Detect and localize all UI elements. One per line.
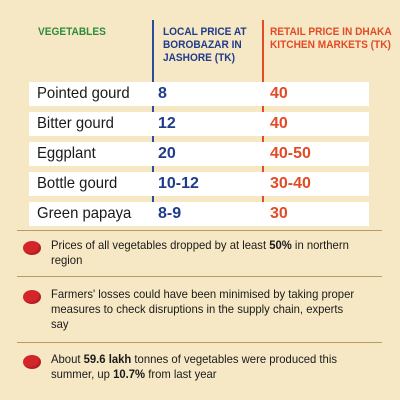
note-text: About 59.6 lakh tonnes of vegetables wer… <box>51 352 337 381</box>
vegetable-name: Green papaya <box>37 205 132 222</box>
vegetable-name: Bitter gourd <box>37 115 114 132</box>
divider <box>17 342 382 343</box>
local-price-value: 12 <box>158 115 176 132</box>
vegetable-name: Pointed gourd <box>37 85 130 102</box>
local-price-value: 8-9 <box>158 205 182 222</box>
local-price-value: 10-12 <box>158 175 199 192</box>
local-price-value: 8 <box>158 85 167 102</box>
retail-price-value: 40 <box>270 85 288 102</box>
table-row: Eggplant 20 40-50 <box>29 142 369 166</box>
table-row: Pointed gourd 8 40 <box>29 82 369 106</box>
bullet-icon <box>23 355 41 369</box>
header-retail-price: RETAIL PRICE IN DHAKA KITCHEN MARKETS (T… <box>270 26 392 51</box>
divider <box>17 276 382 277</box>
local-price-value: 20 <box>158 145 176 162</box>
vegetable-name: Bottle gourd <box>37 175 118 192</box>
header-local-price: LOCAL PRICE AT BOROBAZAR IN JASHORE (TK) <box>163 26 247 64</box>
retail-price-value: 40 <box>270 115 288 132</box>
table-row: Bitter gourd 12 40 <box>29 112 369 136</box>
retail-price-value: 30 <box>270 205 288 222</box>
retail-price-value: 30-40 <box>270 175 311 192</box>
header-vegetables: VEGETABLES <box>38 26 106 38</box>
divider <box>17 230 382 231</box>
bullet-icon <box>23 290 41 304</box>
note-text: Prices of all vegetables dropped by at l… <box>51 238 349 267</box>
retail-price-value: 40-50 <box>270 145 311 162</box>
table-row: Green papaya 8-9 30 <box>29 202 369 226</box>
note-text: Farmers' losses could have been minimise… <box>51 287 355 331</box>
bullet-icon <box>23 241 41 255</box>
vegetable-name: Eggplant <box>37 145 96 162</box>
table-row: Bottle gourd 10-12 30-40 <box>29 172 369 196</box>
